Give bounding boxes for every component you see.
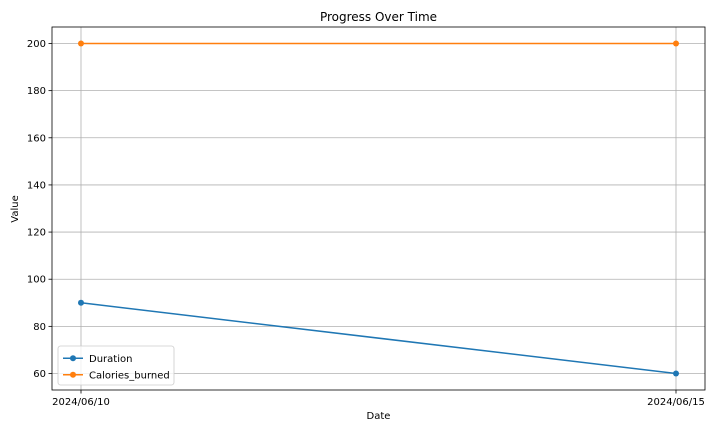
legend-label: Duration <box>89 354 132 365</box>
y-tick-label: 200 <box>27 39 46 50</box>
y-tick-label: 60 <box>33 369 46 380</box>
legend-label: Calories_burned <box>89 370 170 381</box>
plot-frame <box>51 26 706 391</box>
data-point <box>78 299 84 306</box>
axis-ticks: 60 80 100 120 140 160 180 200 2024/06/10 2024/06/… <box>27 39 705 408</box>
series-calories-burned <box>78 40 679 47</box>
x-tick-label: 2024/06/10 <box>52 397 110 408</box>
y-tick-label: 100 <box>27 275 46 286</box>
series-duration <box>78 299 679 377</box>
y-tick-label: 180 <box>27 86 46 97</box>
x-tick-label: 2024/06/15 <box>647 397 705 408</box>
series-line <box>80 302 677 375</box>
y-tick-label: 80 <box>33 322 46 333</box>
x-axis-label: Date <box>367 411 391 422</box>
legend-item: Duration <box>63 354 132 365</box>
chart-title: Progress Over Time <box>320 10 437 24</box>
legend-marker <box>70 355 76 362</box>
series-layer <box>78 40 679 377</box>
y-tick-label: 160 <box>27 133 46 144</box>
legend-item: Calories_burned <box>63 370 170 381</box>
legend-marker <box>70 371 76 378</box>
legend-frame <box>57 345 175 386</box>
data-point <box>78 40 84 47</box>
legend: Duration Calories_burned <box>57 345 175 386</box>
y-tick-label: 140 <box>27 180 46 191</box>
y-tick-label: 120 <box>27 228 46 239</box>
plot-area: 60 80 100 120 140 160 180 200 2024/06/10 2024/06/… <box>27 26 706 408</box>
data-point <box>673 370 679 377</box>
data-point <box>673 40 679 47</box>
y-axis-label: Value <box>10 195 21 222</box>
